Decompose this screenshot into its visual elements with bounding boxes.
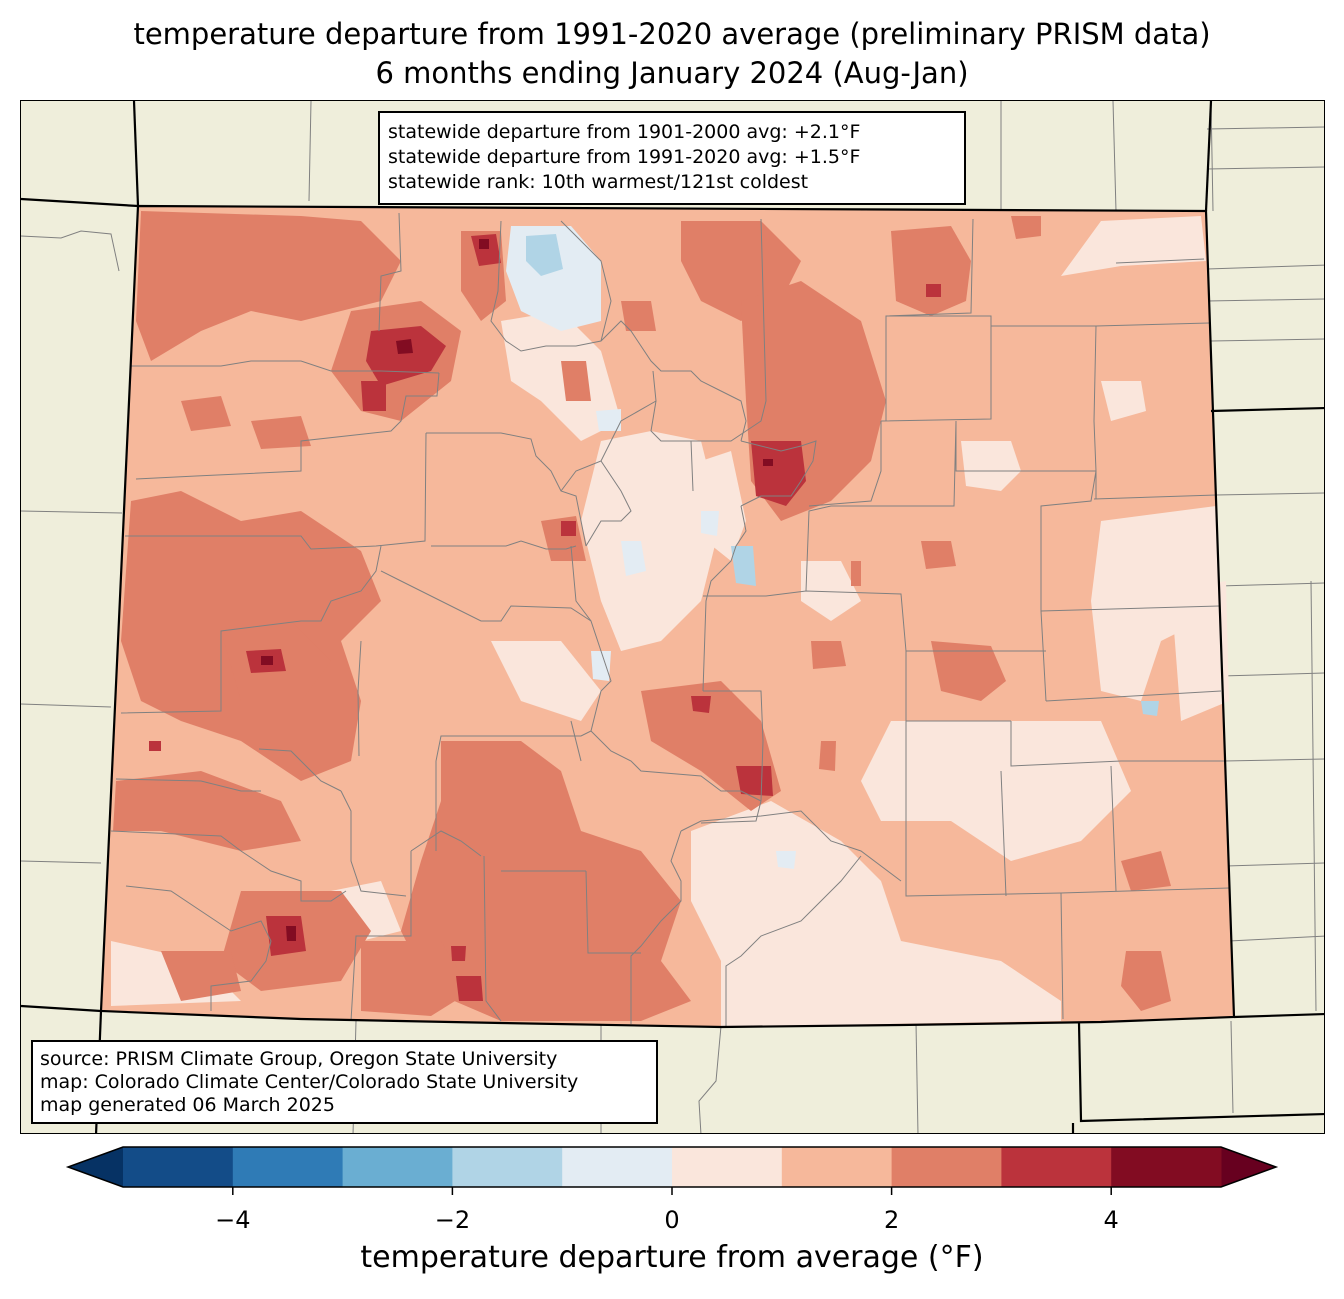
colorbar-segment: [232, 1147, 344, 1187]
colorbar: −4 −2 0 2 4: [65, 1146, 1279, 1234]
stats-line-rank: statewide rank: 10th warmest/121st colde…: [388, 171, 809, 193]
departure-0-to-1-regions: [111, 216, 1229, 1027]
departure-negative-regions: [506, 226, 1159, 869]
colorbar-outline: [65, 1146, 1279, 1188]
colorbar-tick-label: 0: [664, 1206, 679, 1234]
colorbar-label: temperature departure from average (°F): [360, 1240, 984, 1275]
neighbor-county-lines: [21, 101, 1324, 1133]
state-borders: [21, 101, 1324, 1133]
statewide-stats-box: statewide departure from 1901-2000 avg: …: [378, 111, 966, 205]
colorbar-segment: [891, 1147, 1002, 1187]
colorbar-segment: [562, 1147, 673, 1187]
colorbar-segment: [342, 1147, 453, 1187]
colorado-map: [21, 101, 1324, 1133]
source-line: source: PRISM Climate Group, Oregon Stat…: [40, 1048, 558, 1070]
colorbar-over-extend: [1221, 1147, 1276, 1187]
colorbar-segment: [123, 1147, 234, 1187]
colorbar-segment: [452, 1147, 563, 1187]
generated-date-line: map generated 06 March 2025: [40, 1094, 335, 1116]
colorbar-segment: [1001, 1147, 1112, 1187]
map-panel: [20, 100, 1325, 1134]
map-credit-line: map: Colorado Climate Center/Colorado St…: [40, 1071, 579, 1093]
stats-line-1901-2000: statewide departure from 1901-2000 avg: …: [388, 121, 861, 143]
colorbar-tick-label: 2: [884, 1206, 899, 1234]
county-lines: [110, 212, 1230, 1026]
colorbar-tick-label: −4: [215, 1206, 250, 1234]
colorbar-tick-label: 4: [1104, 1206, 1119, 1234]
colorbar-segment: [672, 1147, 783, 1187]
stats-line-1991-2020: statewide departure from 1991-2020 avg: …: [388, 146, 861, 168]
colorbar-tick-label: −2: [435, 1206, 470, 1234]
map-subtitle: 6 months ending January 2024 (Aug-Jan): [375, 56, 969, 90]
colorbar-under-extend: [68, 1147, 123, 1187]
source-credit-box: source: PRISM Climate Group, Oregon Stat…: [31, 1040, 658, 1124]
map-title: temperature departure from 1991-2020 ave…: [133, 17, 1211, 51]
departure-4-to-5-regions: [261, 239, 773, 941]
colorbar-segment: [781, 1147, 893, 1187]
colorbar-segment: [1111, 1147, 1222, 1187]
